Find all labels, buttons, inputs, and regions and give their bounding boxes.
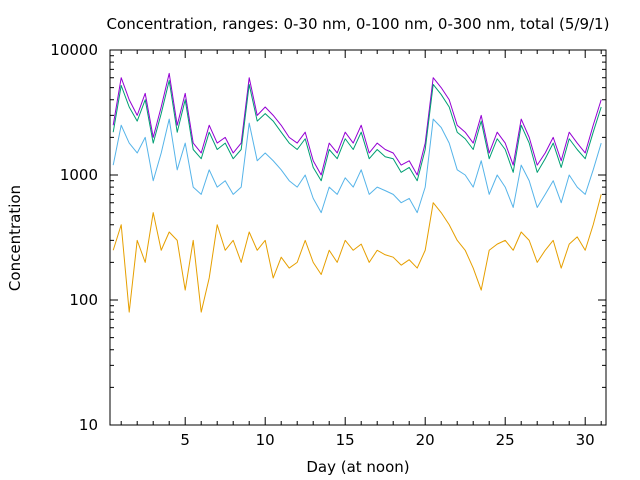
x-tick-label-5: 5 [180,431,190,449]
x-tick-label-10: 10 [256,431,275,449]
y-axis-title: Concentration [6,185,24,291]
x-tick-label-20: 20 [416,431,435,449]
ticks-layer: 5 10 15 20 25 30 10 100 1000 10000 [50,41,606,449]
series-line-2 [112,80,602,182]
series-line-1 [112,72,602,176]
series-line-3 [112,118,602,214]
x-tick-label-30: 30 [576,431,595,449]
y-tick-label-10: 10 [79,416,98,434]
y-tick-label-100: 100 [69,291,98,309]
series-layer [112,72,602,313]
plot-frame [109,49,607,426]
y-tick-label-10000: 10000 [50,41,98,59]
x-tick-label-15: 15 [336,431,355,449]
y-tick-label-1000: 1000 [60,166,98,184]
x-axis-title: Day (at noon) [306,458,409,476]
chart-title: Concentration, ranges: 0-30 nm, 0-100 nm… [107,15,610,33]
x-tick-label-25: 25 [496,431,515,449]
series-line-4 [112,194,602,313]
